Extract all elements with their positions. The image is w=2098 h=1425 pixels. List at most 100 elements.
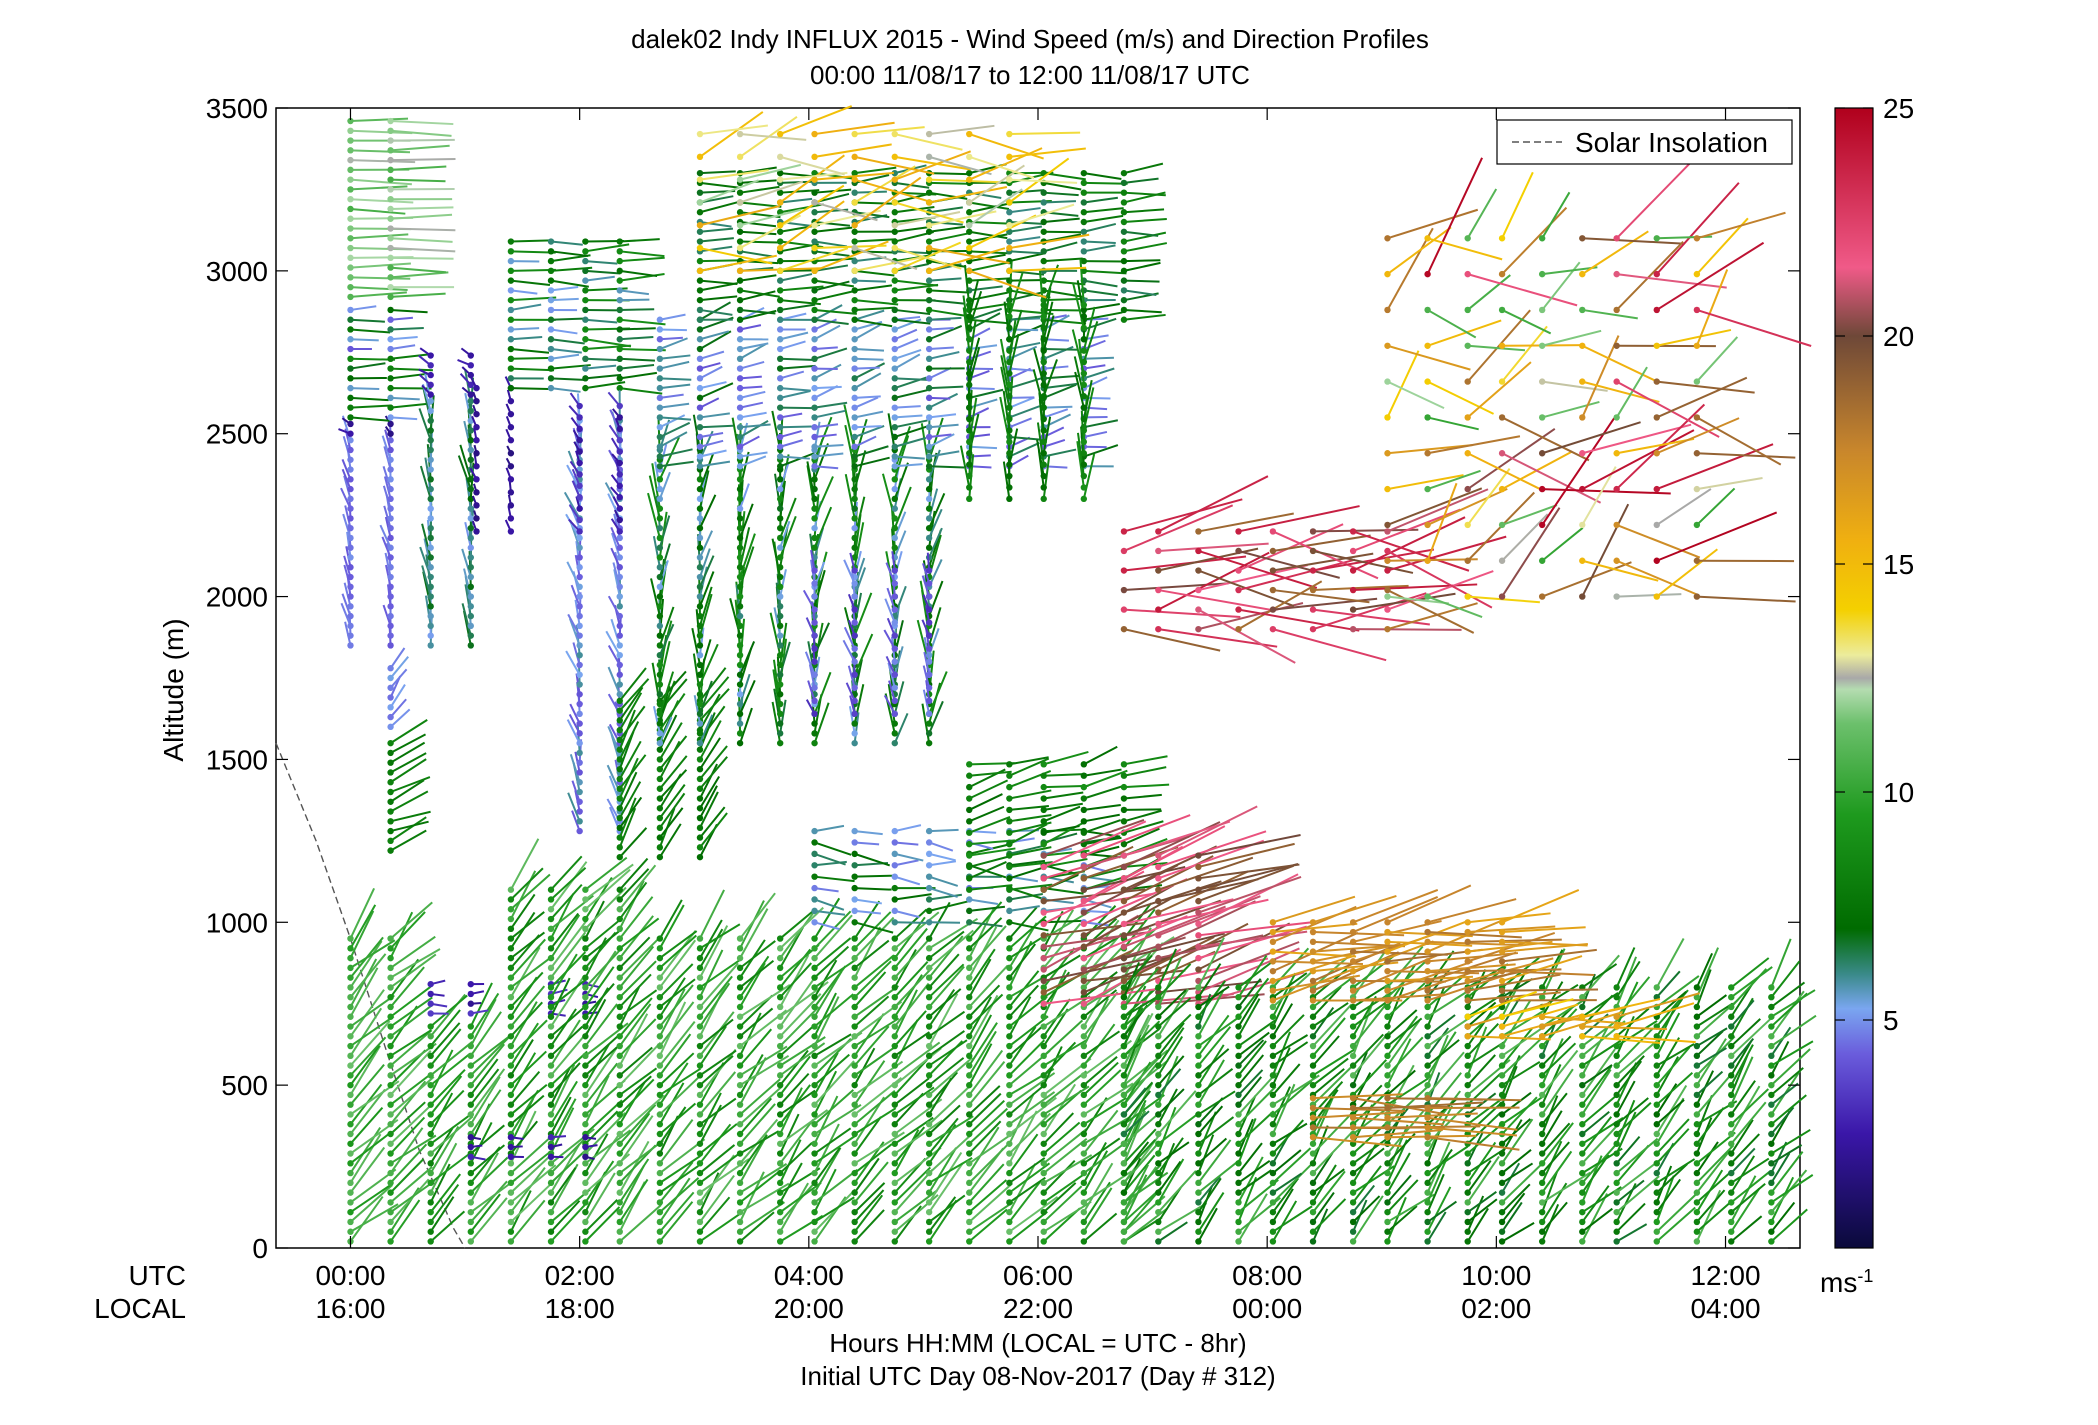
wind-barb-base [582,1052,589,1060]
wind-barb-base [851,974,858,981]
wind-barb [929,413,957,419]
wind-barb [1501,1027,1534,1067]
wind-barb-base [696,1013,704,1020]
wind-barb-base [736,287,744,294]
wind-barb-base [582,906,589,913]
wind-barb-base [1040,1169,1047,1177]
wind-barb-base [1120,863,1128,871]
wind-barb-base [696,404,704,411]
wind-barb [968,320,977,363]
wind-barb [429,1068,466,1106]
wind-barb [389,966,425,1008]
wind-barb-base [966,450,973,457]
wind-barb-base [1120,1208,1128,1216]
wind-barb-base [696,287,704,294]
wind-barb [894,1119,943,1155]
wind-barb [1157,1055,1185,1086]
wind-barb-base [1579,1150,1586,1157]
wind-barb-base [507,326,515,333]
wind-barb [854,887,892,891]
wind-barb [845,682,856,702]
wind-barb-base [736,433,744,441]
wind-barb-base [736,1179,744,1187]
wind-barb-base [427,495,434,503]
wind-barb-base [1155,1062,1162,1069]
wind-barb [390,292,446,298]
wind-barb-base [1006,907,1013,915]
wind-barb-base [891,1160,898,1167]
wind-barb-base [1040,248,1047,255]
wind-barb-base [656,935,664,942]
wind-barb-base [1120,886,1128,893]
wind-barb-base [656,710,664,718]
wind-barb-base [473,463,480,470]
wind-barb [1008,1110,1038,1164]
wind-barb-base [347,1081,354,1089]
wind-barb-base [1120,772,1128,779]
wind-barb [1008,1210,1048,1243]
wind-barb-base [473,502,480,509]
wind-barb [929,277,962,282]
wind-barb [814,433,837,438]
wind-barb-base [966,1042,973,1050]
wind-barb [1272,972,1308,999]
wind-barb [999,396,1011,443]
wind-barb [550,914,581,959]
wind-barb-base [656,1072,664,1079]
wind-barb [968,1208,1008,1243]
wind-barb-base [427,573,434,581]
wind-barb-base [582,336,589,343]
wind-barb [969,898,999,906]
wind-barb-base [387,137,394,144]
wind-barb [779,1139,802,1184]
wind-barb [1157,1202,1208,1233]
wind-barb-base [582,1143,589,1151]
wind-barb [659,1062,689,1106]
wind-barb-base [1080,370,1088,377]
wind-barb-base [507,964,515,972]
wind-barb-base [1538,1091,1546,1099]
wind-barb-base [547,277,555,284]
wind-barb [1000,366,1011,408]
wind-barb-base [616,494,623,501]
wind-barb-base [467,1052,474,1060]
wind-barb [1008,1015,1049,1047]
wind-barb [1123,1158,1142,1194]
wind-barb-base [1040,863,1047,871]
wind-barb-base [1579,1091,1586,1099]
wind-barb [894,824,922,833]
wind-barb [1000,355,1011,397]
wind-barb-base [347,1072,354,1079]
wind-barb-base [576,534,583,542]
wind-barb-base [616,954,623,962]
wind-barb [1083,279,1118,288]
wind-barb-base [547,1072,555,1079]
wind-barb-base [966,783,973,791]
wind-barb [1008,996,1032,1037]
wind-barb [921,703,931,744]
wind-barb-base [547,896,555,903]
wind-barb [1581,1065,1613,1106]
wind-barb-base [776,1052,784,1060]
wind-barb [779,340,806,350]
wind-barb [510,893,536,930]
wind-barb-base [696,355,704,362]
wind-barb [1083,952,1180,994]
wind-barb [968,397,978,443]
wind-barb [1082,1162,1114,1213]
wind-barb [814,465,839,470]
wind-barb-base [811,684,818,691]
wind-barb-base [1080,1121,1088,1128]
wind-barb-base [811,1130,818,1138]
wind-barb [1197,1059,1225,1106]
wind-barb [699,676,730,712]
wind-barb-base [347,603,354,610]
wind-barb [390,1042,437,1077]
wind-barb [429,1173,462,1213]
wind-barb [853,900,881,940]
wind-barb [779,1113,800,1154]
wind-barb-base [925,365,933,372]
wind-barb-base [891,443,898,450]
wind-barb-base [1498,1111,1506,1118]
wind-barb [650,578,661,617]
